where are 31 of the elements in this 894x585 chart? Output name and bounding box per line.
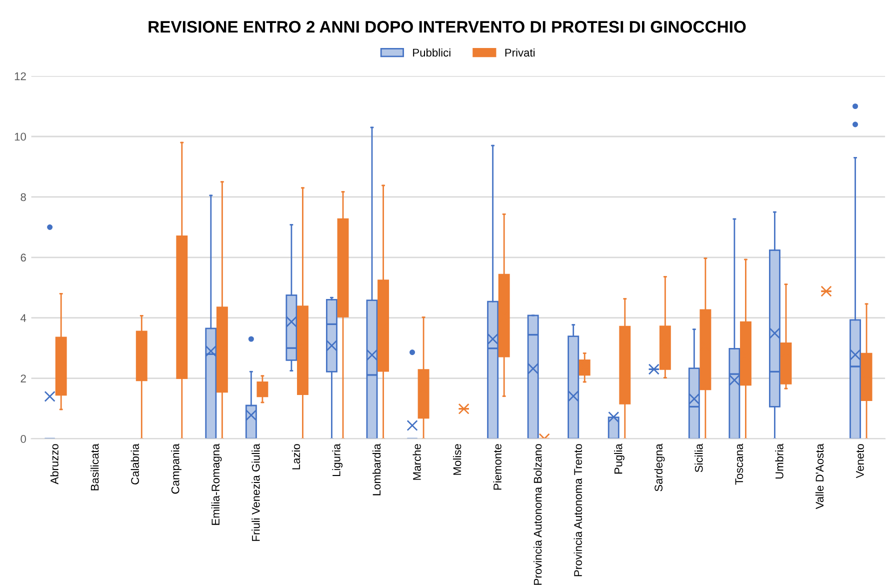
legend-label: Pubblici [413, 48, 450, 57]
x-tick-label: Sardegna [654, 444, 665, 492]
x-tick-label: Toscana [735, 444, 744, 485]
y-tick-label: 10 [14, 132, 26, 141]
x-tick-label: Provincia Autonoma Bolzano [534, 444, 542, 585]
x-tick-label: Molise [452, 444, 462, 475]
x-tick-label: Campania [171, 444, 182, 494]
x-tick-label: Lazio [292, 444, 300, 470]
x-tick-label: Piemonte [493, 444, 502, 490]
x-tick-label: Basilicata [90, 444, 99, 490]
x-tick-label: Emilia-Romagna [211, 444, 222, 525]
x-tick-label: Valle D'Aosta [815, 444, 824, 510]
x-tick-label: Lombardia [372, 444, 381, 496]
y-tick-label: 0 [20, 435, 26, 443]
x-tick-label: Puglia [614, 444, 624, 474]
x-tick-label: Veneto [856, 444, 864, 478]
chart-title: REVISIONE ENTRO 2 ANNI DOPO INTERVENTO DI PROTESI DI GINOCCHIO [148, 20, 746, 33]
y-tick-label: 6 [20, 254, 26, 262]
x-tick-label: Calabria [130, 444, 139, 484]
x-tick-label: Marche [412, 444, 421, 480]
x-tick-label: Provincia Autonoma Trento [574, 444, 582, 576]
x-tick-label: Liguria [332, 444, 343, 476]
x-tick-label: Sicilia [694, 444, 703, 472]
y-tick-label: 8 [20, 193, 26, 202]
y-tick-label: 2 [20, 374, 26, 382]
x-tick-label: Umbria [775, 444, 784, 479]
x-tick-label: Friuli Venezia Giulia [252, 444, 260, 541]
y-tick-label: 12 [14, 72, 26, 80]
x-tick-label: Abruzzo [50, 444, 58, 484]
legend-label: Privati [505, 48, 535, 57]
y-tick-label: 4 [20, 314, 26, 322]
